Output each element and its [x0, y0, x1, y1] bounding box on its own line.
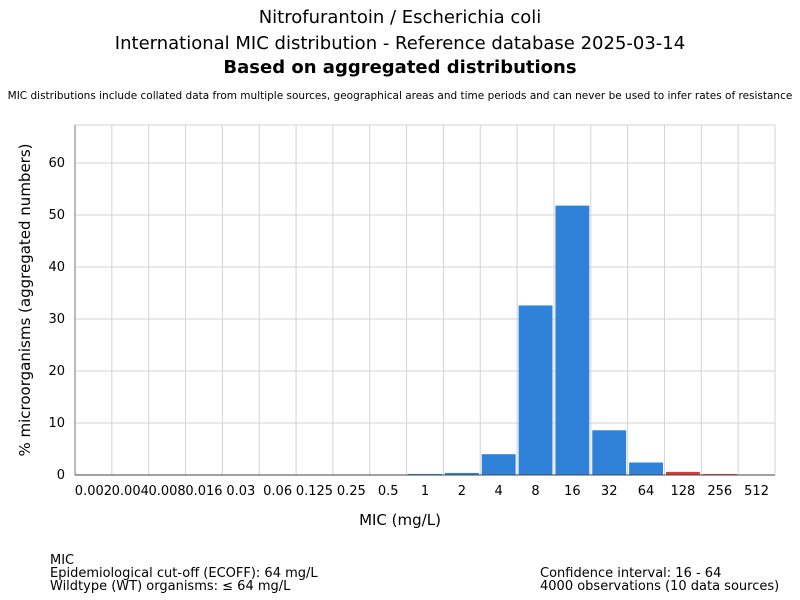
y-tick-label: 0: [57, 468, 65, 483]
bar-32: [592, 430, 627, 475]
x-tick-label: 512: [744, 484, 769, 499]
x-tick-label: 32: [601, 484, 618, 499]
bar-256: [702, 473, 737, 475]
x-tick-label: 0.125: [296, 484, 333, 499]
chart-title-line-1: Nitrofurantoin / Escherichia coli: [258, 7, 542, 28]
x-tick-label: 0.25: [337, 484, 366, 499]
disclaimer-text: MIC distributions include collated data …: [7, 90, 793, 102]
x-tick-label: 4: [495, 484, 503, 499]
x-tick-label: 0.5: [378, 484, 399, 499]
x-tick-label: 0.002: [75, 484, 112, 499]
x-tick-label: 16: [564, 484, 581, 499]
bar-64: [629, 462, 663, 475]
footer-confidence-interval: Confidence interval: 16 - 64: [540, 566, 722, 581]
bar-1: [408, 473, 442, 475]
x-tick-label: 256: [707, 484, 732, 499]
x-tick-label: 1: [421, 484, 429, 499]
grid-layer: [74, 124, 776, 476]
x-tick-label: 0.004: [112, 484, 149, 499]
bar-layer: [408, 205, 737, 476]
y-tick-label: 40: [48, 260, 65, 275]
y-tick-label: 10: [48, 416, 65, 431]
x-tick-label: 8: [531, 484, 539, 499]
x-tick-label: 0.06: [263, 484, 292, 499]
footer-observations: 4000 observations (10 data sources): [540, 579, 780, 594]
x-tick-label: 2: [458, 484, 466, 499]
y-tick-label: 30: [48, 312, 65, 327]
x-tick-label: 0.008: [148, 484, 185, 499]
bar-128: [665, 471, 700, 475]
x-axis-label: MIC (mg/L): [359, 511, 441, 529]
y-tick-label: 20: [48, 364, 65, 379]
footer-ecoff: Epidemiological cut-off (ECOFF): 64 mg/L: [50, 566, 318, 581]
footer-wildtype: Wildtype (WT) organisms: ≤ 64 mg/L: [50, 579, 291, 594]
bar-2: [444, 472, 479, 475]
bar-16: [555, 205, 590, 476]
axis-layer: 0 10 20 30 40 50 60 0.002 0.004 0.008 0.016 0.03 0.0…: [48, 125, 775, 499]
x-tick-label: 0.016: [185, 484, 222, 499]
footer-left: MIC Epidemiological cut-off (ECOFF): 64 …: [50, 554, 318, 593]
x-tick-label: 64: [638, 484, 655, 499]
x-tick-label: 0.03: [226, 484, 255, 499]
chart-title-line-3: Based on aggregated distributions: [223, 57, 577, 78]
y-tick-label: 60: [48, 156, 65, 171]
y-tick-label: 50: [48, 208, 65, 223]
x-tick-label: 128: [670, 484, 695, 499]
chart-title-line-2: International MIC distribution - Referen…: [114, 33, 686, 54]
footer-right: Confidence interval: 16 - 64 4000 observ…: [540, 567, 779, 593]
bar-4: [481, 454, 516, 475]
bar-8: [518, 305, 553, 475]
footer-mic-label: MIC: [50, 553, 75, 568]
y-axis-label: % microorganisms (aggregated numbers): [16, 143, 34, 456]
